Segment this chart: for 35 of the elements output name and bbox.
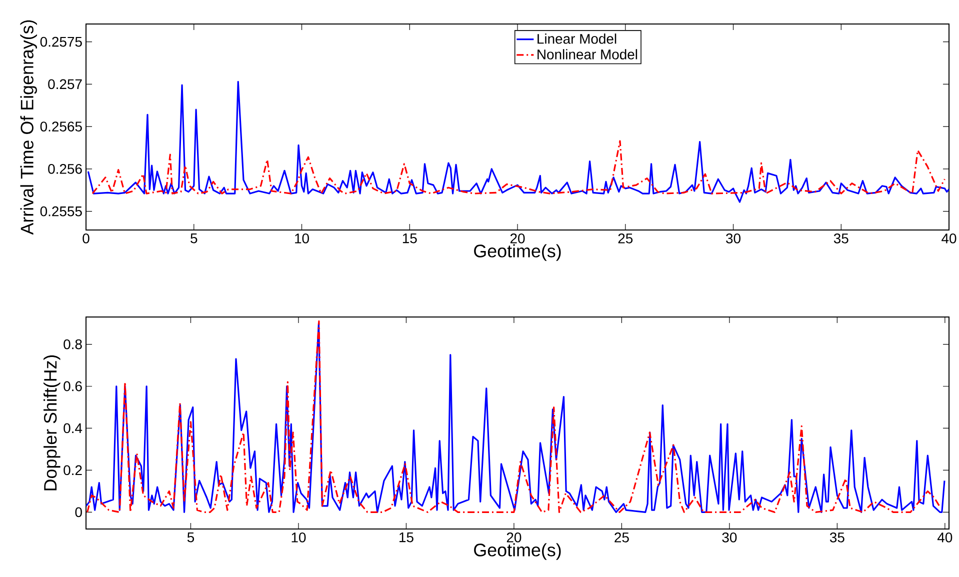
x-tick-label: 35 <box>834 233 848 244</box>
x-tick-label: 35 <box>830 532 844 542</box>
y-axis-title: Arrival Time Of Eigenray(s) <box>20 20 37 235</box>
x-tick-label: 30 <box>726 233 740 244</box>
y-tick-label: 0 <box>75 507 82 518</box>
y-axis-title: Doppler Shift(Hz) <box>44 355 60 490</box>
x-tick-label: 25 <box>614 532 629 542</box>
x-tick-label: 15 <box>402 234 417 244</box>
x-tick-label: 25 <box>618 233 633 244</box>
x-tick-label: 40 <box>942 233 956 244</box>
x-tick-label: 40 <box>937 532 952 542</box>
x-tick-label: 5 <box>190 234 198 244</box>
x-tick-label: 20 <box>506 532 522 542</box>
x-axis-title: Geotime(s) <box>474 543 561 560</box>
y-tick-label: 0.6 <box>64 381 82 392</box>
y-tick-label: 0.2565 <box>40 122 82 132</box>
x-tick-label: 10 <box>292 532 306 542</box>
line-series <box>87 80 950 203</box>
y-tick-label: 0.256 <box>48 164 82 174</box>
x-tick-label: 20 <box>510 233 525 244</box>
x-tick-label: 30 <box>722 532 737 542</box>
x-tick-label: 10 <box>295 233 309 244</box>
legend-label: Linear Model <box>538 34 616 44</box>
y-tick-label: 0.2 <box>64 465 82 476</box>
x-tick-label: 0 <box>82 233 90 244</box>
x-tick-label: 5 <box>187 532 194 542</box>
line-series <box>92 140 946 194</box>
y-tick-label: 0.257 <box>48 79 82 90</box>
legend-label: Nonlinear Model <box>538 49 638 60</box>
y-tick-label: 0.2555 <box>40 206 82 216</box>
y-tick-label: 0.4 <box>64 423 82 434</box>
x-tick-label: 15 <box>400 532 414 542</box>
x-axis-title: Geotime(s) <box>474 244 561 261</box>
y-tick-label: 0.8 <box>64 339 82 350</box>
y-tick-label: 0.2575 <box>40 36 82 47</box>
